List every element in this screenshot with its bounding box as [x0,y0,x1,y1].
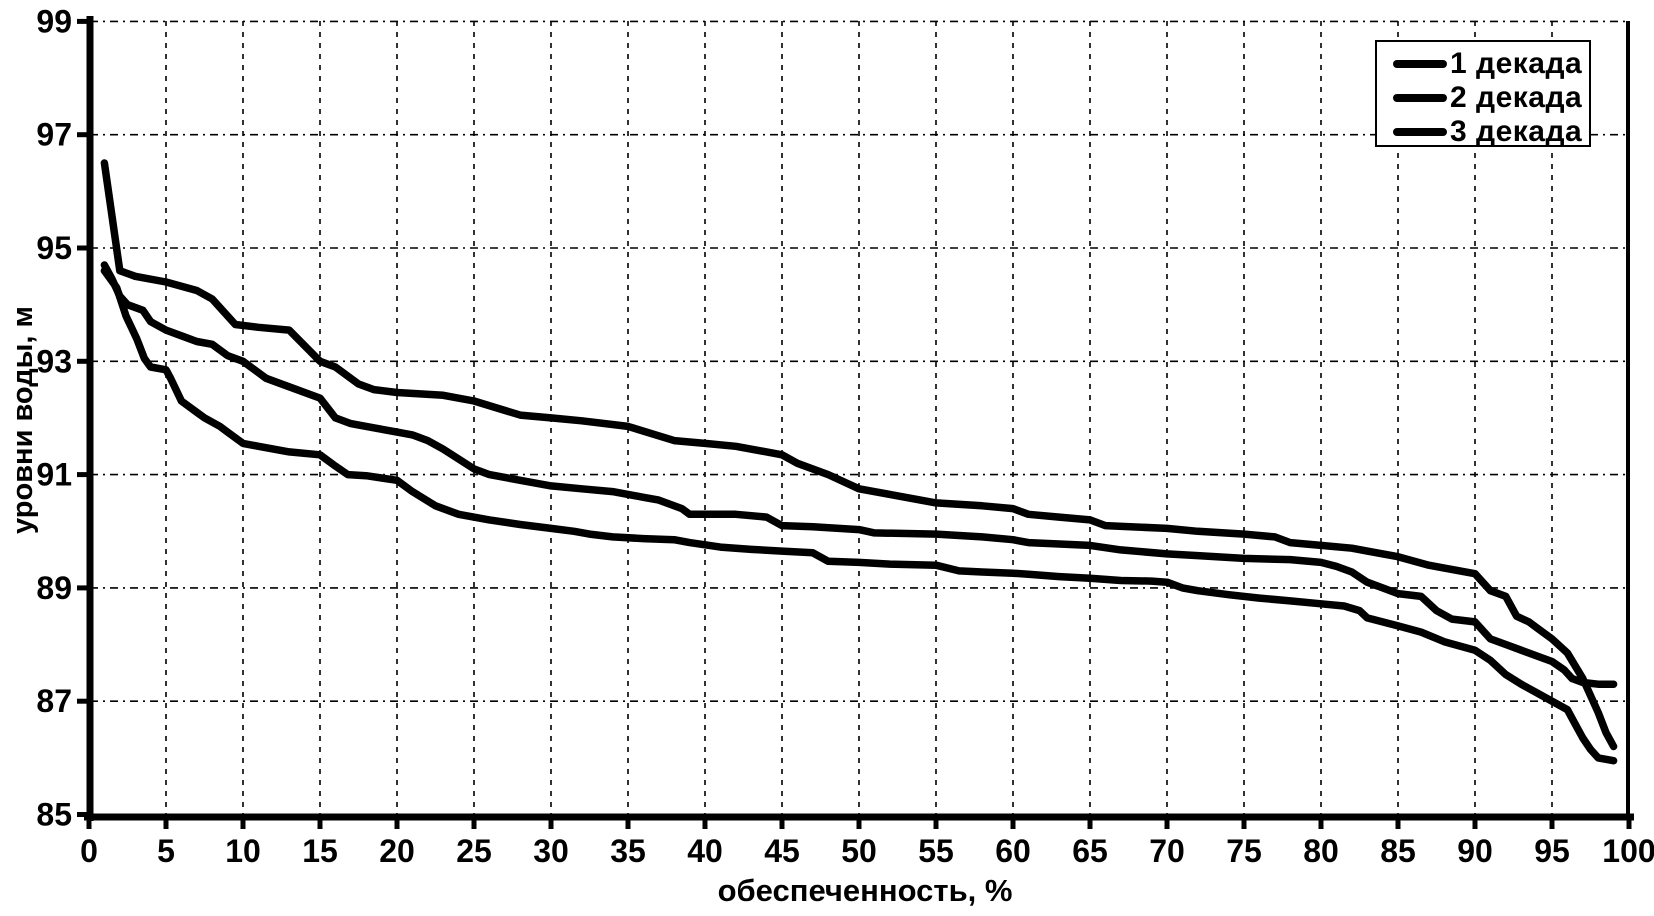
tick-label: 5 [157,833,175,869]
tick-label: 80 [1303,833,1339,869]
tick-label: 30 [533,833,569,869]
tick-label: 85 [36,797,72,833]
y-axis-title: уровни воды, м [7,306,39,534]
line-swatch-icon [1393,94,1447,102]
tick-label: 60 [995,833,1031,869]
tick-label: 40 [687,833,723,869]
tick-labels: 85 87 89 91 93 95 97 99 0 5 10 15 20 25 30 35 40 45 50 55 60… [36,3,1654,869]
tick-label: 20 [379,833,415,869]
tick-label: 0 [80,833,98,869]
tick-label: 10 [225,833,261,869]
tick-label: 85 [1380,833,1416,869]
gridlines [90,20,1628,815]
tick-label: 99 [36,3,72,39]
legend-item-decade-1: 1 декада [1393,47,1583,81]
tick-label: 87 [36,683,72,719]
tick-label: 91 [36,457,72,493]
legend: 1 декада 2 декада 3 декада [1375,40,1591,149]
data-series-lines [100,159,1618,765]
legend-item-decade-2: 2 декада [1393,81,1583,115]
legend-label: 1 декада [1450,47,1583,80]
tick-label: 65 [1072,833,1108,869]
axes-and-ticks [77,16,1634,829]
tick-label: 89 [36,570,72,606]
tick-label: 90 [1457,833,1493,869]
legend-label: 2 декада [1450,81,1583,114]
legend-item-decade-3: 3 декада [1393,115,1583,149]
tick-label: 97 [36,117,72,153]
legend-label: 3 декада [1450,115,1583,148]
tick-label: 93 [36,343,72,379]
tick-label: 50 [841,833,877,869]
tick-label: 75 [1226,833,1262,869]
tick-label: 95 [1534,833,1570,869]
x-axis-title: обеспеченность, % [718,873,1013,908]
tick-label: 95 [36,230,72,266]
tick-label: 55 [918,833,954,869]
tick-label: 15 [302,833,338,869]
tick-label: 70 [1149,833,1185,869]
series-line-decade-1 [100,159,1618,751]
tick-label: 25 [456,833,492,869]
tick-label: 100 [1602,833,1654,869]
tick-label: 35 [610,833,646,869]
tick-label: 45 [764,833,800,869]
line-swatch-icon [1393,128,1447,136]
series-line-decade-3 [100,266,1618,765]
series-line-decade-2 [100,261,1618,688]
line-swatch-icon [1393,60,1447,68]
